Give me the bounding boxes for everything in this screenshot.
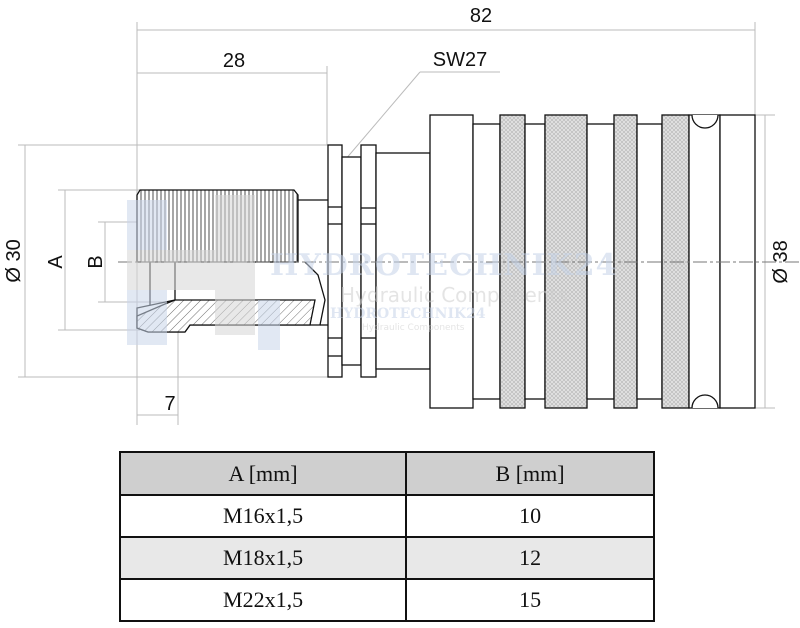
cell-b: 10	[405, 494, 655, 538]
cell-b: 15	[405, 578, 655, 622]
technical-drawing: 82 28 SW27 Ø 30 A B Ø 38 7	[3, 5, 800, 425]
dim-diameter-left: Ø 30	[3, 239, 25, 282]
dim-overall-length: 82	[470, 5, 492, 27]
table-row: M16x1,5 10	[118, 494, 655, 538]
dim-bore-b: B	[85, 255, 107, 268]
table-row: M18x1,5 12	[118, 536, 655, 580]
column-header-b: B [mm]	[405, 451, 655, 496]
dimension-table: A [mm] B [mm] M16x1,5 10 M18x1,5 12 M22x…	[118, 451, 655, 622]
svg-text:HYDROTECHNIK24: HYDROTECHNIK24	[270, 248, 618, 283]
dim-nut-length: 28	[223, 50, 245, 72]
dim-thread-a: A	[45, 255, 67, 269]
svg-text:Hydraulic Components: Hydraulic Components	[340, 283, 568, 307]
cell-a: M22x1,5	[118, 578, 408, 622]
table-header-row: A [mm] B [mm]	[118, 451, 655, 496]
cell-b: 12	[405, 536, 655, 580]
cell-a: M18x1,5	[118, 536, 408, 580]
cell-a: M16x1,5	[118, 494, 408, 538]
svg-text:Hydraulic Components: Hydraulic Components	[362, 323, 465, 333]
dim-tip-length: 7	[164, 393, 175, 415]
column-header-a: A [mm]	[118, 451, 408, 496]
table-row: M22x1,5 15	[118, 578, 655, 622]
svg-text:HYDROTECHNIK24: HYDROTECHNIK24	[330, 306, 486, 322]
dim-wrench-size: SW27	[433, 49, 487, 71]
watermark-logo: HYDROTECHNIK24 Hydraulic Components HYDR…	[127, 195, 618, 350]
